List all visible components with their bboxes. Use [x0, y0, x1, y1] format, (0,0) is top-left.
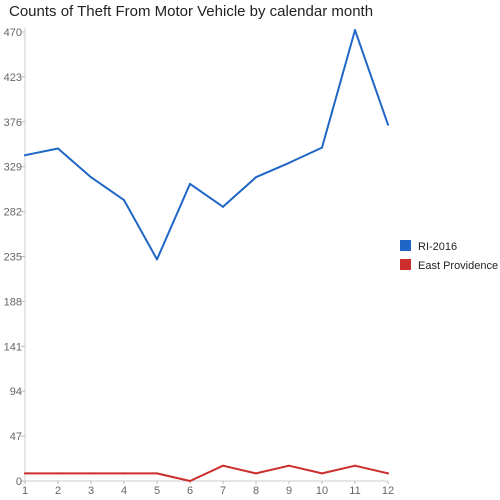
- y-tick-label: 141: [4, 341, 22, 353]
- data-point: [57, 147, 59, 150]
- data-point: [387, 472, 389, 475]
- y-tick-label: 0: [16, 476, 22, 488]
- x-tick-label: 1: [22, 485, 28, 497]
- x-tick-label: 12: [382, 485, 394, 497]
- legend-swatch-1: [400, 259, 411, 270]
- y-tick-label: 188: [4, 296, 22, 308]
- y-tick-label: 423: [4, 72, 22, 84]
- x-tick-label: 5: [154, 485, 160, 497]
- y-tick-label: 376: [4, 117, 22, 129]
- data-point: [354, 464, 356, 467]
- data-point: [123, 199, 125, 202]
- data-point: [222, 464, 224, 467]
- data-point: [288, 161, 290, 164]
- x-tick-label: 9: [286, 485, 292, 497]
- data-point: [222, 205, 224, 208]
- data-point: [156, 258, 158, 261]
- data-point: [321, 146, 323, 149]
- x-tick-label: 4: [121, 485, 127, 497]
- x-tick-label: 3: [88, 485, 94, 497]
- chart-title: Counts of Theft From Motor Vehicle by ca…: [9, 3, 374, 20]
- y-tick-label: 47: [10, 431, 22, 443]
- data-point: [288, 464, 290, 467]
- legend-label-1: East Providence: [418, 260, 498, 272]
- y-tick-label: 329: [4, 162, 22, 174]
- legend-label-0: RI-2016: [418, 241, 457, 253]
- data-point: [255, 176, 257, 179]
- series-line-0: [24, 29, 389, 261]
- data-point: [321, 472, 323, 475]
- x-tick-label: 10: [316, 485, 328, 497]
- y-tick-label: 470: [4, 27, 22, 39]
- x-tick-label: 11: [349, 485, 360, 497]
- data-point: [189, 182, 191, 185]
- legend-swatch-0: [400, 240, 411, 251]
- data-point: [90, 176, 92, 179]
- y-tick-label: 282: [4, 207, 22, 219]
- legend: RI-2016 East Providence: [400, 240, 498, 272]
- series-layer: [24, 29, 389, 482]
- data-point: [24, 472, 26, 475]
- series-line-1: [24, 464, 389, 482]
- data-point: [156, 472, 158, 475]
- data-point: [387, 123, 389, 126]
- x-tick-label: 2: [55, 485, 61, 497]
- data-point: [255, 472, 257, 475]
- x-tick-label: 7: [220, 485, 226, 497]
- data-point: [57, 472, 59, 475]
- data-point: [90, 472, 92, 475]
- y-tick-label: 235: [4, 252, 22, 264]
- x-tick-label: 6: [187, 485, 193, 497]
- data-point: [354, 29, 356, 32]
- data-point: [123, 472, 125, 475]
- data-point: [24, 154, 26, 157]
- data-point: [189, 480, 191, 482]
- x-tick-label: 8: [253, 485, 259, 497]
- y-tick-label: 94: [10, 386, 22, 398]
